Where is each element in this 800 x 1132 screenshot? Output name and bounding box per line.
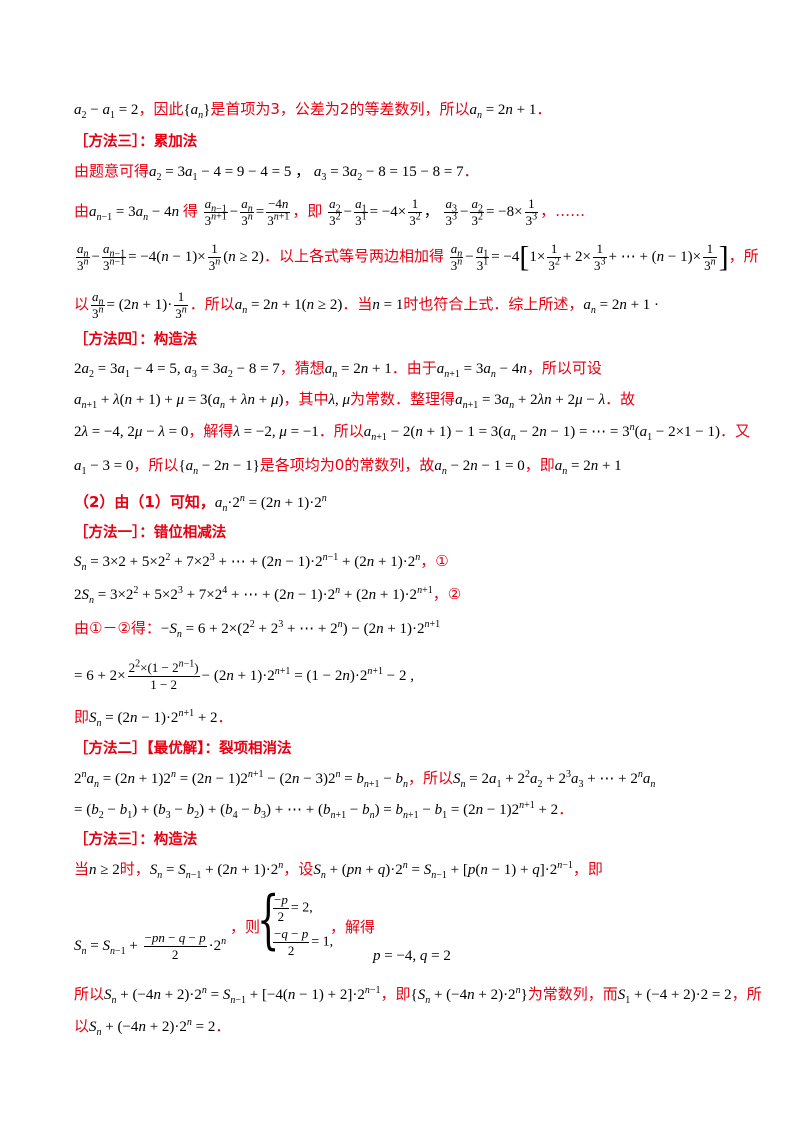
line-sum-geometric: = 6 + 2× 22×(1 − 2n−1) 1 − 2− (2n + 1)·2n+… [74,658,414,692]
line-conclusion-part1: a2 − a1 = 2，因此{an}是首项为3，公差为2的等差数列，所以an =… [74,100,552,121]
line-sum-subtract: 由①－②得：−Sn = 6 + 2×(22 + 23 + ⋯ + 2n) − (… [74,619,441,640]
line-sum-eq1: Sn = 3×2 + 5×22 + 7×23 + ⋯ + (2n − 1)·2n… [74,552,449,573]
line-method3-initial: 由题意可得a2 = 3a1 − 4 = 9 − 4 = 5 ， a3 = 3a2… [74,162,479,183]
line-method3-general: an 3n − an−1 3n−1 = −4(n − 1)× 1 3n (n ≥ 2)．以上各式… [76,240,759,274]
sum-method1-heading: ［方法一］：错位相减法 [74,525,227,541]
method4-heading: ［方法四］：构造法 [74,332,198,348]
line-sum-constant-seq: 所以Sn + (−4n + 2)·2n = Sn−1 + [−4(n − 1) … [74,985,762,1006]
line-method4-solve: 2λ = −4, 2μ − λ = 0，解得λ = −2, μ = −1．所以a… [74,422,751,443]
line-sum-construct: 当n ≥ 2时，Sn = Sn−1 + (2n + 1)·2n，设Sn + (p… [74,860,603,881]
line-method4-assume: an+1 + λ(n + 1) + μ = 3(an + λn + μ)，其中λ… [74,390,636,411]
line-sum-eq2: 2Sn = 3×22 + 5×23 + 7×24 + ⋯ + (2n − 1)·… [74,585,462,606]
sum-method2-heading: ［方法二］【最优解】：裂项相消法 [74,741,292,757]
line-sum-telescoping: 2nan = (2n + 1)2n = (2n − 1)2n+1 − (2n −… [74,769,656,790]
line-sum-result1: 即Sn = (2n − 1)·2n+1 + 2． [74,708,233,729]
line-sum-final: 以Sn + (−4n + 2)·2n = 2． [74,1017,231,1038]
sum-method3-heading: ［方法三］：构造法 [74,832,198,848]
line-method4-guess: 2a2 = 3a1 − 4 = 5, a3 = 3a2 − 8 = 7，猜想an… [74,359,602,380]
line-method4-conclusion: a1 − 3 = 0，所以{an − 2n − 1}是各项均为0的常数列，故an… [74,456,622,477]
line-method3-recurrence: 由an−1 = 3an − 4n 得 an−1 3n+1− an 3n = −4n 3n+1… [74,196,586,228]
solution-p-q: p = −4, q = 2 [373,948,451,964]
method3-heading: ［方法三］：累加法 [74,134,198,150]
line-sum-telescoping-result: = (b2 − b1) + (b3 − b2) + (b4 − b3) + ⋯ … [74,800,574,821]
line-sum-system: Sn = Sn−1 + −pn − q − p 2·2n [74,930,227,962]
line-part2-intro: （2）由（1）可知，an·2n = (2n + 1)·2n [74,493,327,514]
line-method3-result: 以 an 3n = (2n + 1)· 1 3n ．所以an = 2n + 1(n ≥ 2)… [74,289,660,321]
